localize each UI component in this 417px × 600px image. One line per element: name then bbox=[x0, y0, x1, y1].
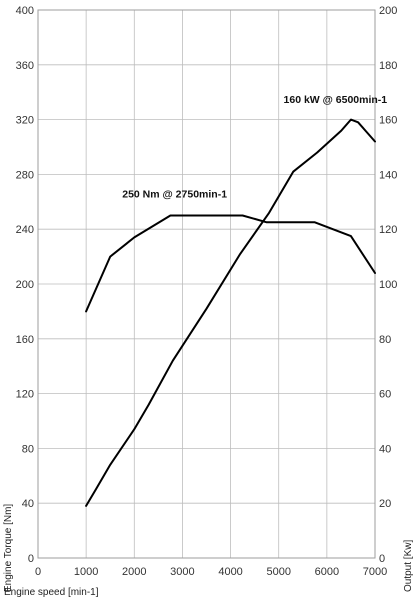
y-left-tick-label: 80 bbox=[22, 443, 34, 455]
y-axis-right-title: Output [Kw] bbox=[403, 540, 414, 592]
y-left-tick-label: 400 bbox=[16, 5, 34, 17]
y-left-tick-label: 240 bbox=[16, 224, 34, 236]
grid bbox=[37, 9, 376, 559]
plot-frame bbox=[37, 9, 376, 559]
x-tick-label: 4000 bbox=[218, 566, 242, 578]
right-axis-ticks: 0 20 40 60 80 100 120 140 160 180 200 bbox=[379, 5, 397, 565]
x-tick-label: 0 bbox=[35, 566, 41, 578]
y-right-tick-label: 180 bbox=[379, 60, 397, 72]
y-right-tick-label: 140 bbox=[379, 169, 397, 181]
y-right-tick-label: 120 bbox=[379, 224, 397, 236]
y-left-tick-label: 320 bbox=[16, 115, 34, 127]
y-left-tick-label: 120 bbox=[16, 389, 34, 401]
y-right-tick-label: 100 bbox=[379, 279, 397, 291]
x-tick-label: 1000 bbox=[74, 566, 98, 578]
x-tick-label: 5000 bbox=[266, 566, 290, 578]
y-left-tick-label: 40 bbox=[22, 498, 34, 510]
y-left-tick-label: 360 bbox=[16, 60, 34, 72]
x-axis-ticks: 0 1000 2000 3000 4000 5000 6000 7000 bbox=[35, 566, 387, 578]
output-power-line bbox=[85, 118, 376, 507]
y-right-tick-label: 0 bbox=[379, 553, 385, 565]
peak-torque-annotation: 250 Nm @ 2750min-1 bbox=[122, 189, 227, 201]
x-tick-label: 2000 bbox=[122, 566, 146, 578]
y-right-tick-label: 40 bbox=[379, 443, 391, 455]
annotations: 250 Nm @ 2750min-1 160 kW @ 6500min-1 bbox=[122, 94, 387, 201]
x-tick-label: 3000 bbox=[170, 566, 194, 578]
y-left-tick-label: 280 bbox=[16, 169, 34, 181]
y-left-tick-label: 200 bbox=[16, 279, 34, 291]
y-right-tick-label: 160 bbox=[379, 115, 397, 127]
x-tick-label: 6000 bbox=[315, 566, 339, 578]
series-layer bbox=[85, 118, 376, 507]
y-right-tick-label: 200 bbox=[379, 5, 397, 17]
x-axis-title: Engine speed [min-1] bbox=[4, 587, 99, 598]
y-right-tick-label: 20 bbox=[379, 498, 391, 510]
y-left-tick-label: 0 bbox=[28, 553, 34, 565]
y-axis-left-title: Engine Torque [Nm] bbox=[3, 504, 14, 592]
peak-power-annotation: 160 kW @ 6500min-1 bbox=[284, 94, 388, 106]
left-axis-ticks: 0 40 80 120 160 200 240 280 320 360 400 bbox=[16, 5, 34, 565]
y-left-tick-label: 160 bbox=[16, 334, 34, 346]
x-tick-label: 7000 bbox=[363, 566, 387, 578]
y-right-tick-label: 60 bbox=[379, 389, 391, 401]
torque-line bbox=[85, 214, 376, 313]
y-right-tick-label: 80 bbox=[379, 334, 391, 346]
